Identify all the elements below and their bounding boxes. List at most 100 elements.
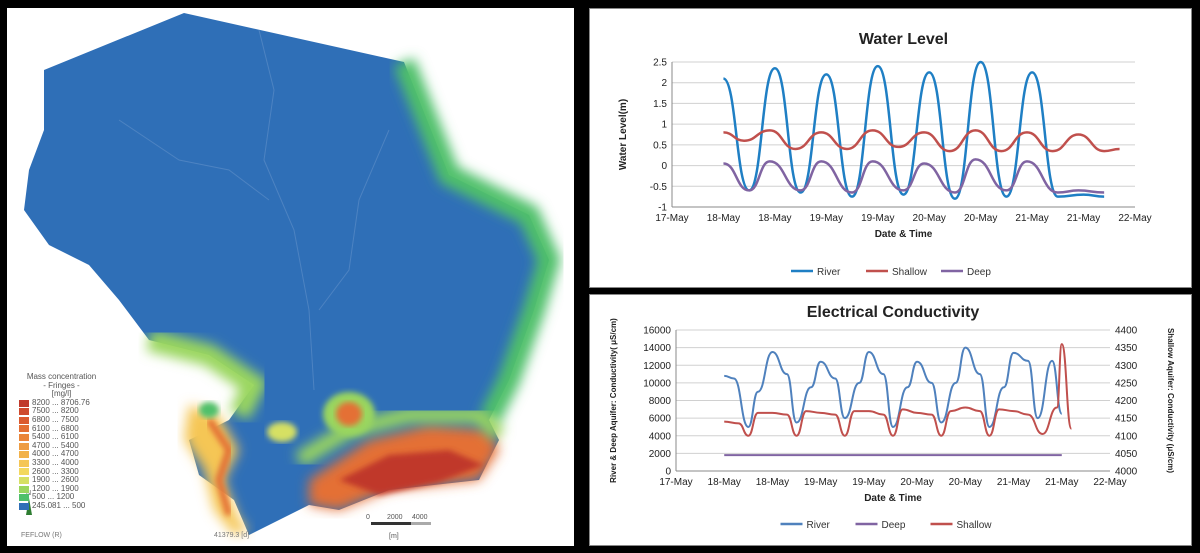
x-tick-label: 18-May <box>707 213 740 224</box>
legend-swatch <box>19 485 29 493</box>
legend-label: 8200 ... 8706.76 <box>32 397 90 407</box>
island-small <box>267 422 297 442</box>
north-arrow-icon <box>26 498 32 515</box>
island-west <box>199 402 219 418</box>
legend-row: 4700 ... 5400 <box>19 441 104 451</box>
legend-label: 2600 ... 3300 <box>32 466 79 476</box>
legend-label: 6100 ... 6800 <box>32 423 79 433</box>
river-trace <box>258 29 315 391</box>
plume-southwest <box>184 405 249 535</box>
legend-swatch <box>19 399 29 407</box>
y2-tick-label: 4100 <box>1115 431 1138 442</box>
map-legend: Mass concentration - Fringes - [mg/l] 82… <box>19 372 104 511</box>
legend-label: Deep <box>882 520 906 531</box>
legend-swatch <box>19 433 29 441</box>
legend-row: 7500 ... 8200 <box>19 407 104 416</box>
y2-tick-label: 4300 <box>1115 361 1138 372</box>
x-axis-title: Date & Time <box>875 229 933 240</box>
legend-row: 2600 ... 3300 <box>19 466 104 477</box>
y-tick-label: 8000 <box>649 396 672 407</box>
legend-row: 5400 ... 6100 <box>19 433 104 442</box>
y-tick-label: 1 <box>661 120 667 131</box>
legend-swatch <box>19 494 29 502</box>
legend-swatch <box>19 451 29 459</box>
x-tick-label: 18-May <box>756 477 789 488</box>
legend-label: Shallow <box>957 520 993 531</box>
legend-subtitle: - Fringes - <box>43 380 80 390</box>
x-tick-label: 19-May <box>804 477 837 488</box>
scale-bar: 0 2000 4000 [m] <box>366 514 431 540</box>
legend-label: River <box>817 267 841 278</box>
plume-south-core <box>339 450 484 495</box>
island-core <box>336 402 362 426</box>
x-tick-label: 17-May <box>655 213 688 224</box>
legend-row: 1200 ... 1900 <box>19 483 104 494</box>
y2-tick-label: 4250 <box>1115 378 1138 389</box>
water-level-chart-panel: Water Level -1 -0.5 0 0.5 1 1.5 2 2.5 17-May 18-Ma… <box>589 8 1192 288</box>
software-label: FEFLOW (R) <box>21 532 62 539</box>
legend-row: 4000 ... 4700 <box>19 450 104 459</box>
y-tick-label: 10000 <box>643 378 671 389</box>
legend-label: 4000 ... 4700 <box>32 449 79 459</box>
legend-swatch <box>19 459 29 467</box>
time-label: 41379.3 [d] <box>214 532 250 539</box>
x-tick-label: 19-May <box>810 213 843 224</box>
y-tick-label: 12000 <box>643 361 671 372</box>
x-tick-label: 21-May <box>997 477 1030 488</box>
y-axis-title: River & Deep Aquifer: Conductivity( μS/c… <box>609 318 618 483</box>
legend-row: 1900 ... 2600 <box>19 476 104 485</box>
map-domain <box>24 13 561 535</box>
legend-swatch <box>19 468 29 476</box>
legend-label: 7500 ... 8200 <box>32 406 79 416</box>
x-tick-label: 21-May <box>1045 477 1078 488</box>
legend-swatch <box>19 408 29 416</box>
chart-title: Electrical Conductivity <box>807 304 980 321</box>
scale-label-1: 2000 <box>387 514 403 521</box>
legend-swatch <box>19 416 29 424</box>
legend-label: 245.081 ... 500 <box>32 500 86 510</box>
legend-title: Mass concentration <box>26 372 97 381</box>
domain-shape <box>24 13 549 535</box>
y-tick-label: 2.5 <box>653 58 667 69</box>
y2-tick-label: 4150 <box>1115 414 1138 425</box>
scale-label-0: 0 <box>366 514 370 521</box>
x-axis-title: Date & Time <box>864 493 922 504</box>
series-line-shallow <box>723 129 1120 153</box>
x-tick-label: 20-May <box>964 213 997 224</box>
legend-label: 5400 ... 6100 <box>32 432 79 442</box>
legend-label: 6800 ... 7500 <box>32 414 79 424</box>
legend-label: 1200 ... 1900 <box>32 483 79 493</box>
series-line-river <box>724 346 1063 428</box>
legend-row: 6100 ... 6800 <box>19 423 104 434</box>
x-tick-label: 20-May <box>900 477 933 488</box>
x-tick-label: 19-May <box>861 213 894 224</box>
y2-tick-label: 4400 <box>1115 326 1138 337</box>
x-tick-label: 20-May <box>913 213 946 224</box>
y-tick-label: 16000 <box>643 326 671 337</box>
legend-unit: [mg/l] <box>51 389 72 399</box>
y-tick-label: 1.5 <box>653 99 667 110</box>
y-tick-label: 0 <box>665 467 671 478</box>
y2-tick-label: 4050 <box>1115 449 1138 460</box>
plume-southwest-core <box>206 418 233 516</box>
legend-swatch <box>19 476 29 484</box>
y-tick-label: -1 <box>658 203 667 214</box>
north-label: N <box>26 490 31 497</box>
fringe-west <box>146 329 269 420</box>
fringe-south <box>294 407 505 467</box>
y-tick-label: 6000 <box>649 414 672 425</box>
legend-label: River <box>807 520 831 531</box>
legend-swatch <box>19 425 29 433</box>
y2-tick-label: 4350 <box>1115 343 1138 354</box>
x-tick-label: 18-May <box>758 213 791 224</box>
legend-row: 8200 ... 8706.76 <box>19 397 104 408</box>
legend-row: 6800 ... 7500 <box>19 414 104 425</box>
legend-row: 245.081 ... 500 <box>19 500 104 511</box>
legend-label: Deep <box>967 267 991 278</box>
legend-swatch <box>19 502 29 510</box>
series-line-deep <box>723 158 1105 194</box>
x-tick-label: 22-May <box>1118 213 1151 224</box>
y-tick-label: 2 <box>661 78 667 89</box>
y-tick-label: 2000 <box>649 449 672 460</box>
y-tick-label: 0.5 <box>653 140 667 151</box>
